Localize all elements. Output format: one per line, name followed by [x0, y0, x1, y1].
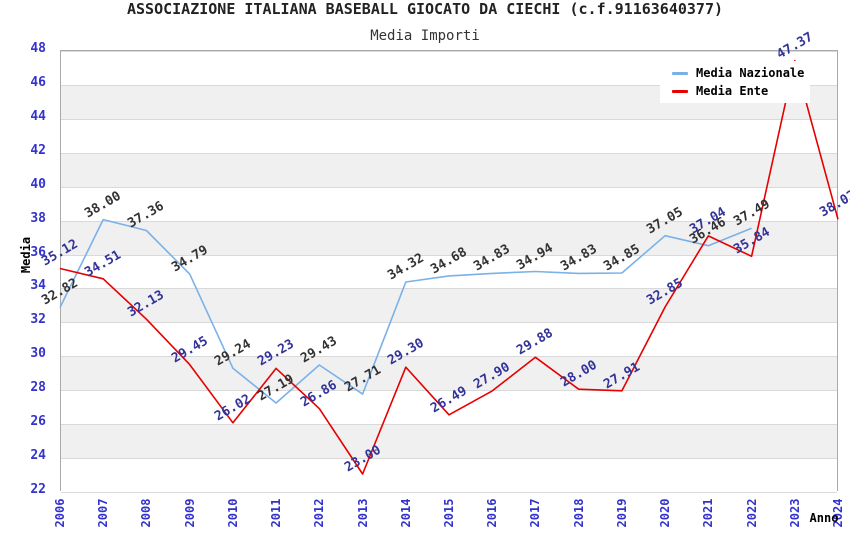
y-tick-label: 28 [30, 380, 46, 396]
y-tick-label: 22 [30, 482, 46, 497]
y-tick-label: 48 [30, 41, 46, 56]
gridline [61, 152, 837, 154]
x-tick-label: 2012 [312, 498, 327, 528]
x-tick-label: 2009 [182, 498, 197, 528]
gridline [61, 424, 837, 426]
gridline [61, 51, 837, 52]
x-tick-label: 2017 [528, 498, 543, 528]
x-tick-label: 2019 [614, 498, 629, 528]
gridline [61, 492, 837, 493]
x-tick-label: 2006 [53, 498, 67, 528]
plot-band [61, 288, 837, 323]
y-tick-label: 46 [30, 74, 46, 90]
x-tick-label: 2007 [96, 498, 111, 528]
y-tick-label: 38 [30, 210, 46, 226]
x-tick-label: 2014 [398, 498, 413, 528]
gridline [61, 288, 837, 290]
y-tick-label: 44 [30, 108, 46, 124]
x-tick-label: 2021 [701, 498, 716, 528]
legend-label-media-nazionale: Media Nazionale [696, 66, 805, 80]
plot-band [61, 424, 837, 459]
y-tick-label: 26 [30, 414, 46, 430]
plot-band [61, 118, 837, 153]
x-tick-label: 2018 [571, 498, 586, 528]
x-tick-label: 2015 [442, 498, 456, 528]
chart-subtitle: Media Importi [370, 28, 480, 44]
legend-line-swatch-nazionale [672, 71, 688, 75]
gridline [61, 118, 837, 120]
legend-line-swatch-ente [672, 89, 688, 93]
legend-label-media-ente: Media Ente [696, 84, 769, 98]
plot-band [61, 152, 837, 187]
legend: Media Nazionale Media Ente [660, 61, 810, 103]
x-tick-label: 2022 [744, 498, 759, 528]
x-tick-label: 2011 [269, 498, 284, 528]
x-tick-label: 2010 [225, 498, 240, 528]
y-tick-label: 32 [30, 312, 46, 328]
gridline [61, 458, 837, 460]
x-axis-title: Anno [809, 511, 839, 525]
chart-title: ASSOCIAZIONE ITALIANA BASEBALL GIOCATO D… [126, 0, 724, 18]
y-tick-label: 24 [30, 448, 46, 464]
y-tick-label: 36 [30, 244, 46, 260]
plot-band [61, 458, 837, 492]
y-tick-label: 42 [30, 142, 46, 158]
y-tick-label: 34 [30, 278, 46, 294]
gridline [61, 186, 837, 188]
legend-item-media-nazionale: Media Nazionale [672, 66, 810, 80]
x-tick-label: 2013 [355, 498, 370, 528]
x-tick-label: 2016 [485, 498, 500, 528]
legend-item-media-ente: Media Ente [672, 84, 810, 98]
gridline [61, 322, 837, 324]
y-tick-label: 40 [30, 176, 46, 192]
x-tick-label: 2008 [139, 498, 154, 528]
y-tick-label: 30 [30, 346, 46, 362]
x-tick-label: 2020 [658, 498, 673, 528]
y-axis-title: Media [19, 236, 33, 274]
